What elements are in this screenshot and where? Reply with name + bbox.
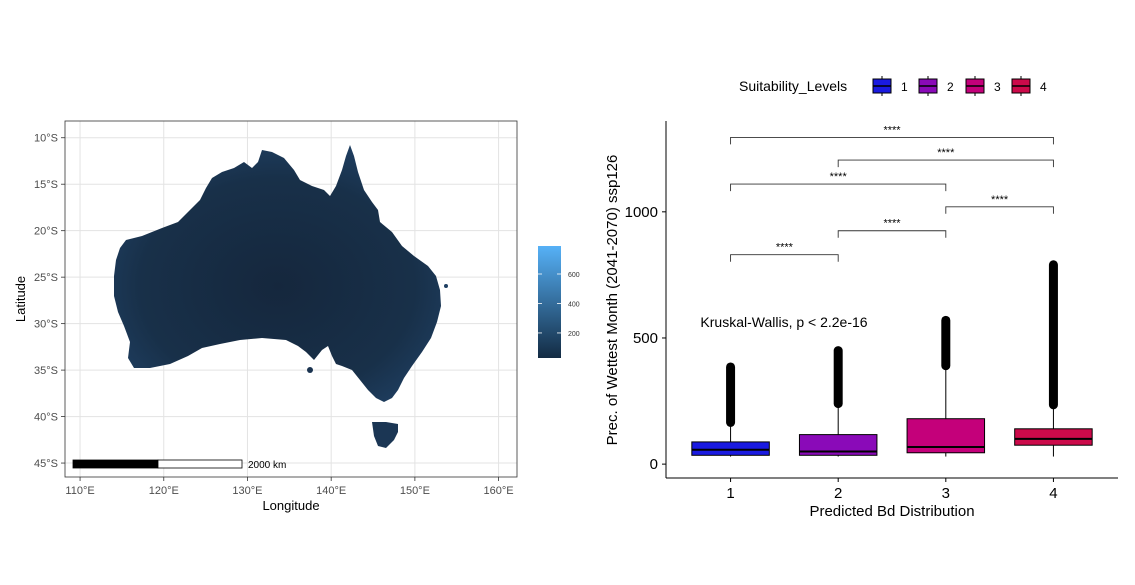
tasmania (372, 422, 398, 448)
scale-bar: 2000 km (72, 459, 286, 471)
map-x-tick-label: 120°E (149, 485, 179, 497)
box-4 (1014, 428, 1093, 446)
australia-mainland (114, 145, 441, 402)
legend-keys: 1 2 3 4 (872, 76, 1047, 96)
map-y-tick-label: 20°S (34, 226, 58, 238)
legend-label: 2 (947, 80, 954, 94)
significance-label: **** (883, 218, 901, 230)
map-y-tick-label: 35°S (34, 365, 58, 377)
significance-label: **** (883, 124, 901, 136)
map-x-tick-label: 110°E (65, 485, 94, 497)
map-x-tick-label: 150°E (400, 485, 430, 497)
legend-label: 1 (901, 80, 908, 94)
colorbar-gradient (538, 246, 561, 358)
colorbar-tick-label: 600 (568, 272, 580, 279)
comparison-brackets: **** **** **** **** **** **** (730, 124, 1054, 262)
map-y-tick-label: 40°S (34, 412, 58, 424)
box-marks (691, 260, 1093, 457)
map-x-tick-label: 160°E (484, 485, 514, 497)
legend-label: 3 (994, 80, 1001, 94)
legend-title: Suitability_Levels (739, 78, 847, 94)
box-y-ticks: 0 500 1000 (625, 204, 666, 473)
comparison-bracket (837, 159, 1054, 168)
scale-bar-black (72, 459, 159, 469)
comparison-bracket (945, 206, 1054, 214)
map-panel: 110°E 120°E 130°E 140°E 150°E 160°E 10°S 15°S 2… (13, 120, 580, 513)
fraser-island (444, 284, 448, 288)
map-y-tick-label: 30°S (34, 319, 58, 331)
legend-label: 4 (1040, 80, 1047, 94)
box-y-axis-title: Prec. of Wettest Month (2041-2070) ssp12… (604, 155, 621, 446)
box-x-tick-label: 2 (834, 485, 842, 502)
map-x-axis-title: Longitude (262, 498, 319, 513)
map-x-tick-label: 130°E (232, 485, 262, 497)
map-y-tick-label: 25°S (34, 272, 58, 284)
comparison-bracket (730, 183, 947, 192)
outlier-points (941, 315, 951, 371)
map-y-ticks: 10°S 15°S 20°S 25°S 30°S 35°S 40°S 45°S (34, 133, 65, 470)
outlier-points (726, 362, 736, 427)
map-panel-border (64, 120, 518, 478)
map-y-axis-title: Latitude (13, 276, 28, 322)
scale-bar-white (157, 459, 243, 469)
box-2 (798, 434, 878, 456)
comparison-bracket (730, 136, 1054, 145)
legend: Suitability_Levels 1 2 3 4 (739, 76, 1047, 96)
outlier-points (833, 346, 843, 409)
colorbar-ticks: 200 400 600 (538, 272, 580, 338)
significance-label: **** (991, 194, 1009, 206)
colorbar-tick-label: 400 (568, 301, 580, 308)
box-x-tick-label: 3 (942, 485, 950, 502)
map-x-tick-label: 140°E (316, 485, 346, 497)
map-y-tick-label: 15°S (34, 179, 58, 191)
box-1 (691, 441, 770, 456)
australia-raster (114, 145, 448, 448)
boxplot-panel: Suitability_Levels 1 2 3 4 0 500 1000 1 2 3 4 **… (604, 76, 1118, 520)
significance-label: **** (830, 171, 848, 183)
box-y-tick-label: 1000 (625, 204, 658, 221)
kruskal-wallis-annotation: Kruskal-Wallis, p < 2.2e-16 (700, 314, 867, 330)
box-y-tick-label: 0 (650, 456, 658, 473)
comparison-bracket (837, 230, 947, 238)
scale-bar-label: 2000 km (248, 460, 286, 471)
outlier-points (1048, 260, 1058, 410)
colorbar-tick-label: 200 (568, 331, 580, 338)
box-x-tick-label: 4 (1049, 485, 1057, 502)
map-x-ticks: 110°E 120°E 130°E 140°E 150°E 160°E (65, 477, 514, 497)
box-x-tick-label: 1 (726, 485, 734, 502)
kangaroo-island (307, 367, 313, 373)
significance-label: **** (776, 242, 794, 254)
box-x-axis-title: Predicted Bd Distribution (809, 503, 974, 520)
comparison-bracket (730, 254, 839, 262)
colorbar: 200 400 600 (538, 246, 580, 358)
map-y-tick-label: 10°S (34, 133, 58, 145)
box-x-ticks: 1 2 3 4 (726, 478, 1058, 502)
box-y-tick-label: 500 (633, 330, 658, 347)
significance-label: **** (937, 147, 955, 159)
map-y-tick-label: 45°S (34, 458, 58, 470)
